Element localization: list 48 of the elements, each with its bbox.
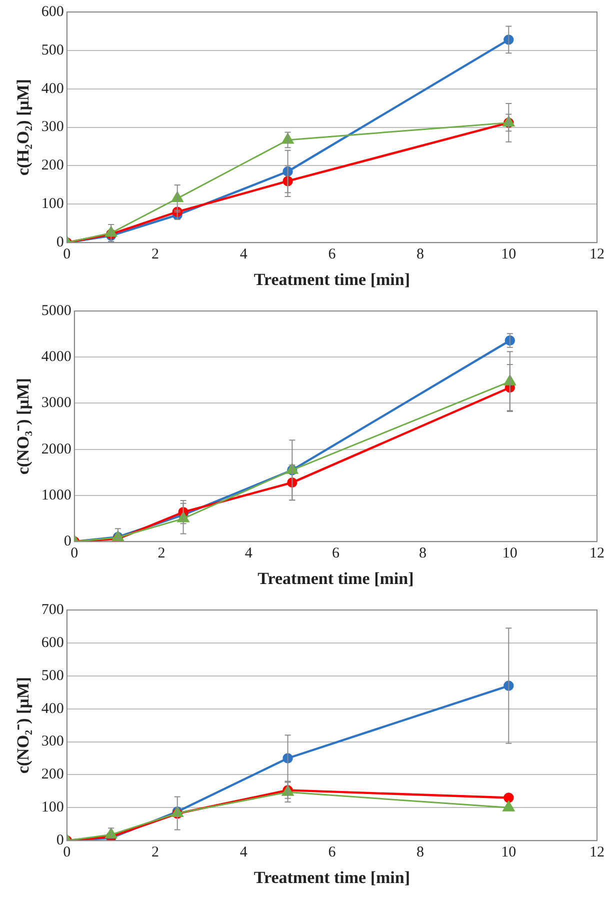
point bbox=[504, 792, 514, 803]
x-tick-label: 6 bbox=[332, 546, 340, 562]
y-axis-title: c(NO₂⁻) [μM] bbox=[14, 676, 33, 774]
point bbox=[105, 828, 118, 838]
y-tick-label: 0 bbox=[56, 832, 64, 849]
x-tick-label: 2 bbox=[158, 546, 166, 562]
x-tick-label: 8 bbox=[416, 246, 424, 263]
y-tick-label: 2000 bbox=[41, 441, 72, 458]
y-axis-title: c(NO₃⁻) [μM] bbox=[14, 378, 33, 475]
x-tick-label: 12 bbox=[590, 246, 604, 263]
x-tick-label: 12 bbox=[590, 546, 604, 562]
y-tick-label: 200 bbox=[41, 766, 64, 783]
y-tick-label: 300 bbox=[41, 734, 64, 750]
x-tick-label: 2 bbox=[152, 246, 159, 263]
y-tick-label: 400 bbox=[41, 80, 64, 97]
x-tick-label: 10 bbox=[501, 246, 516, 263]
x-tick-label: 12 bbox=[590, 844, 604, 861]
y-tick-label: 100 bbox=[41, 800, 64, 816]
y-tick-label: 3000 bbox=[41, 395, 72, 412]
x-axis-title: Treatment time [min] bbox=[254, 868, 410, 888]
x-tick-label: 6 bbox=[328, 844, 336, 861]
y-tick-label: 700 bbox=[41, 602, 64, 618]
x-tick-label: 4 bbox=[244, 546, 253, 562]
x-axis-title: Treatment time [min] bbox=[258, 569, 414, 588]
y-tick-label: 600 bbox=[41, 4, 64, 20]
x-tick-label: 2 bbox=[152, 844, 159, 861]
y-tick-label: 200 bbox=[41, 158, 64, 174]
x-tick-label: 6 bbox=[328, 246, 336, 263]
y-tick-label: 0 bbox=[64, 534, 72, 550]
y-tick-label: 0 bbox=[56, 234, 64, 251]
x-tick-label: 10 bbox=[502, 546, 518, 562]
x-axis-title: Treatment time [min] bbox=[254, 270, 410, 290]
y-tick-label: 5000 bbox=[41, 302, 72, 319]
y-tick-label: 300 bbox=[41, 119, 64, 136]
x-tick-label: 8 bbox=[416, 844, 424, 861]
y-tick-label: 600 bbox=[41, 634, 64, 651]
y-tick-label: 100 bbox=[41, 196, 64, 212]
y-tick-label: 1000 bbox=[41, 487, 72, 504]
x-tick-label: 4 bbox=[240, 246, 248, 263]
y-tick-label: 400 bbox=[41, 700, 64, 717]
x-tick-label: 8 bbox=[419, 546, 427, 562]
point bbox=[502, 800, 515, 812]
y-tick-label: 500 bbox=[41, 668, 64, 684]
y-tick-label: 500 bbox=[41, 42, 64, 58]
y-tick-label: 4000 bbox=[41, 349, 72, 366]
x-tick-label: 4 bbox=[240, 844, 248, 861]
x-tick-label: 10 bbox=[501, 844, 516, 861]
y-axis-title: c(H₂O₂) [μM] bbox=[14, 78, 33, 176]
